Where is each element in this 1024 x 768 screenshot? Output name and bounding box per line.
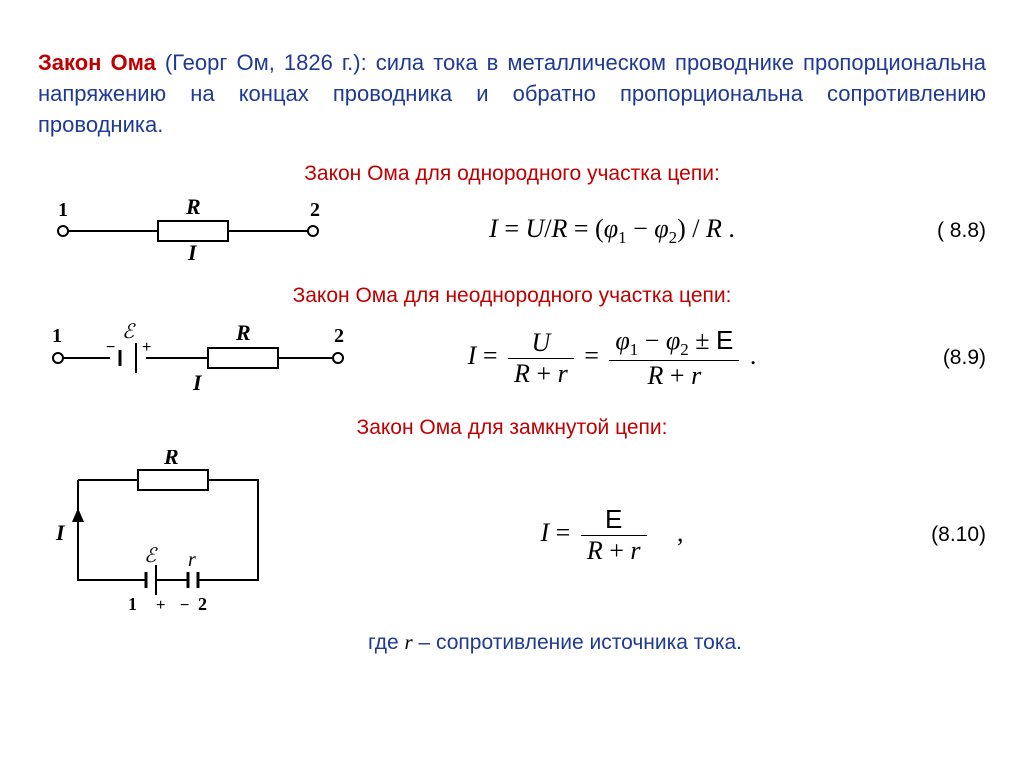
footer-note: где r – сопротивление источника тока. — [368, 630, 986, 655]
eqno-8-8: ( 8.8) — [866, 219, 986, 243]
svg-text:r: r — [188, 549, 196, 571]
heading-inhomogeneous: Закон Ома для неоднородного участка цепи… — [38, 284, 986, 308]
diagram-inhomogeneous: 1 2 − + ℰ R I — [38, 318, 358, 398]
formula-8-8: I = U/R = (φ1 − φ2) / R . — [358, 214, 866, 248]
eqno-8-9: (8.9) — [866, 346, 986, 370]
intro-bold: Закон Ома — [38, 50, 156, 75]
formula-8-10: I = Е R + r , — [358, 504, 866, 566]
svg-text:2: 2 — [310, 199, 320, 221]
svg-text:1: 1 — [128, 594, 137, 614]
diagram-homogeneous: 1 2 R I — [38, 196, 358, 266]
row-eq-8-9: 1 2 − + ℰ R I I = U R + r = φ1 − φ2 ± Е … — [38, 318, 986, 398]
row-eq-8-10: R I ℰ r — [38, 450, 986, 620]
svg-text:+: + — [142, 339, 151, 356]
svg-text:−: − — [106, 339, 115, 356]
row-eq-8-8: 1 2 R I I = U/R = (φ1 − φ2) / R . ( 8.8) — [38, 196, 986, 266]
svg-text:+: + — [156, 597, 165, 614]
svg-text:I: I — [192, 370, 203, 395]
intro-text: (Георг Ом, 1826 г.): сила тока в металли… — [38, 50, 986, 137]
eqno-8-10: (8.10) — [866, 523, 986, 547]
diagram-closed: R I ℰ r — [38, 450, 358, 620]
svg-text:1: 1 — [52, 325, 62, 347]
svg-text:2: 2 — [198, 594, 207, 614]
svg-text:ℰ: ℰ — [122, 321, 136, 343]
svg-text:1: 1 — [58, 199, 68, 221]
heading-closed: Закон Ома для замкнутой цепи: — [38, 416, 986, 440]
intro-paragraph: Закон Ома (Георг Ом, 1826 г.): сила тока… — [38, 48, 986, 140]
heading-homogeneous: Закон Ома для однородного участка цепи: — [38, 162, 986, 186]
svg-text:2: 2 — [334, 325, 344, 347]
svg-text:I: I — [55, 520, 66, 545]
svg-text:I: I — [187, 240, 198, 265]
svg-text:−: − — [180, 597, 189, 614]
svg-text:ℰ: ℰ — [144, 545, 158, 567]
svg-text:R: R — [185, 196, 201, 219]
svg-text:R: R — [163, 450, 179, 469]
svg-text:R: R — [235, 320, 251, 345]
formula-8-9: I = U R + r = φ1 − φ2 ± Е R + r . — [358, 325, 866, 391]
